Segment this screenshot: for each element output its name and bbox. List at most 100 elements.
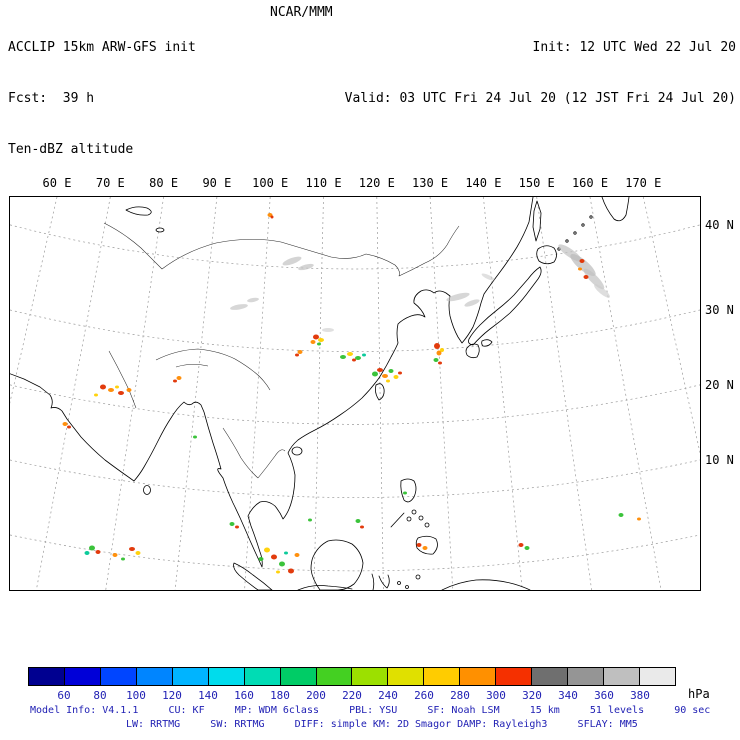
colorbar-tick-row: 60 80 100 120 140 160 180 200 220 240 260 280 300 320… <box>0 689 740 702</box>
echo-blob <box>94 393 98 397</box>
colorbar-tick-label: 380 <box>630 689 650 702</box>
border-himalaya <box>155 348 271 391</box>
echo-blob <box>308 518 312 522</box>
colorbar-segment <box>279 668 316 685</box>
island-kuril-2 <box>565 239 569 243</box>
longitude-axis: 60 E 70 E 80 E 90 E 100 E 110 E 120 E 130 E 140 … <box>0 176 740 191</box>
echo-blob <box>95 550 101 554</box>
map-frame <box>9 196 701 591</box>
island-borneo <box>310 539 364 590</box>
coastline-new-guinea <box>441 579 531 590</box>
echo-blob <box>618 513 624 517</box>
echo-blob <box>62 422 68 426</box>
echo-blob <box>440 348 444 352</box>
colorbar-segment <box>423 668 460 685</box>
colorbar-segment <box>387 668 424 685</box>
colorbar-tick-label: 240 <box>378 689 398 702</box>
island-kuril-4 <box>581 223 585 227</box>
border-mongolia-kazakh <box>103 222 460 277</box>
echo-blob <box>422 546 428 550</box>
echo-blob <box>322 328 334 332</box>
echo-blob <box>481 273 495 281</box>
border-pakistan <box>108 350 137 409</box>
echo-blob <box>583 275 589 279</box>
island-mindanao <box>415 535 438 555</box>
echo-blob <box>126 388 132 392</box>
lon-label: 60 E <box>42 176 72 190</box>
island-palawan <box>390 512 405 528</box>
coastline-kamchatka <box>601 197 630 222</box>
lon-label: 100 E <box>252 176 289 190</box>
echo-blob <box>264 547 270 553</box>
coastline-asia-mainland <box>10 197 534 568</box>
echo-blob <box>247 297 259 303</box>
echo-blob <box>115 385 119 389</box>
echo-blob <box>578 267 582 271</box>
echo-blob <box>271 554 277 560</box>
echo-blob <box>355 519 361 523</box>
island-moluccas-1 <box>397 581 401 585</box>
echo-blob <box>464 299 480 307</box>
lat-label: 40 N <box>705 218 734 232</box>
colorbar-tick-label: 80 <box>93 689 107 702</box>
echo-blob <box>112 553 118 557</box>
valid-time: Valid: 03 UTC Fri 24 Jul 20 (12 JST Fri … <box>344 91 736 106</box>
echo-blob <box>100 384 106 390</box>
echo-blob <box>297 350 303 354</box>
echo-blob <box>121 557 125 561</box>
island-visayas-1 <box>411 509 417 515</box>
island-japan-shikoku <box>481 339 493 347</box>
echo-blob <box>434 343 440 349</box>
colorbar-tick-label: 360 <box>594 689 614 702</box>
echo-blob <box>282 256 302 266</box>
echo-blob <box>352 358 356 362</box>
island-hainan <box>291 446 303 456</box>
forecast-hour: Fcst: 39 h <box>8 91 95 106</box>
island-kuril-3 <box>573 231 577 235</box>
border-indochina-2 <box>257 449 286 479</box>
echo-blob <box>108 388 114 392</box>
island-japan-kyushu <box>465 343 480 359</box>
lon-label: 110 E <box>305 176 342 190</box>
colorbar-tick-label: 340 <box>558 689 578 702</box>
echo-blob <box>258 557 264 561</box>
colorbar-tick-label: 120 <box>162 689 182 702</box>
echo-blob <box>446 292 470 302</box>
island-moluccas-2 <box>405 585 409 589</box>
echo-blob <box>347 352 353 356</box>
colorbar-segment <box>207 668 244 685</box>
colorbar-segment <box>531 668 568 685</box>
colorbar-tick-label: 320 <box>522 689 542 702</box>
lon-label: 160 E <box>571 176 609 190</box>
echo-blob <box>637 517 641 521</box>
colorbar-segment <box>351 668 388 685</box>
island-sulawesi-2 <box>378 574 390 589</box>
lake-issyk-kul <box>155 227 165 233</box>
echo-blob <box>270 215 274 219</box>
island-halmahera <box>415 574 421 580</box>
echo-blob <box>276 570 280 574</box>
colorbar-tick-label: 220 <box>342 689 362 702</box>
echo-blob <box>193 435 197 439</box>
island-japan-hokkaido <box>536 245 557 265</box>
echo-blob <box>403 491 407 495</box>
colorbar-unit: hPa <box>688 687 710 701</box>
echo-blob <box>433 358 439 362</box>
island-sulawesi-1 <box>371 573 375 590</box>
colorbar-segment <box>63 668 100 685</box>
colorbar-segment <box>567 668 603 685</box>
echo-blob <box>355 356 361 360</box>
lon-label: 120 E <box>358 176 395 190</box>
echo-blob <box>135 551 141 555</box>
product-name: Ten-dBZ altitude <box>8 142 134 157</box>
lon-label: 150 E <box>518 176 555 190</box>
echo-blob <box>382 374 388 378</box>
lon-label: 70 E <box>95 176 125 190</box>
lat-label: 20 N <box>705 378 734 392</box>
map-svg <box>10 197 700 590</box>
colorbar-tick-label: 100 <box>126 689 146 702</box>
echo-blob <box>317 342 321 346</box>
colorbar-tick-label: 260 <box>414 689 434 702</box>
island-sumatra <box>233 562 273 590</box>
